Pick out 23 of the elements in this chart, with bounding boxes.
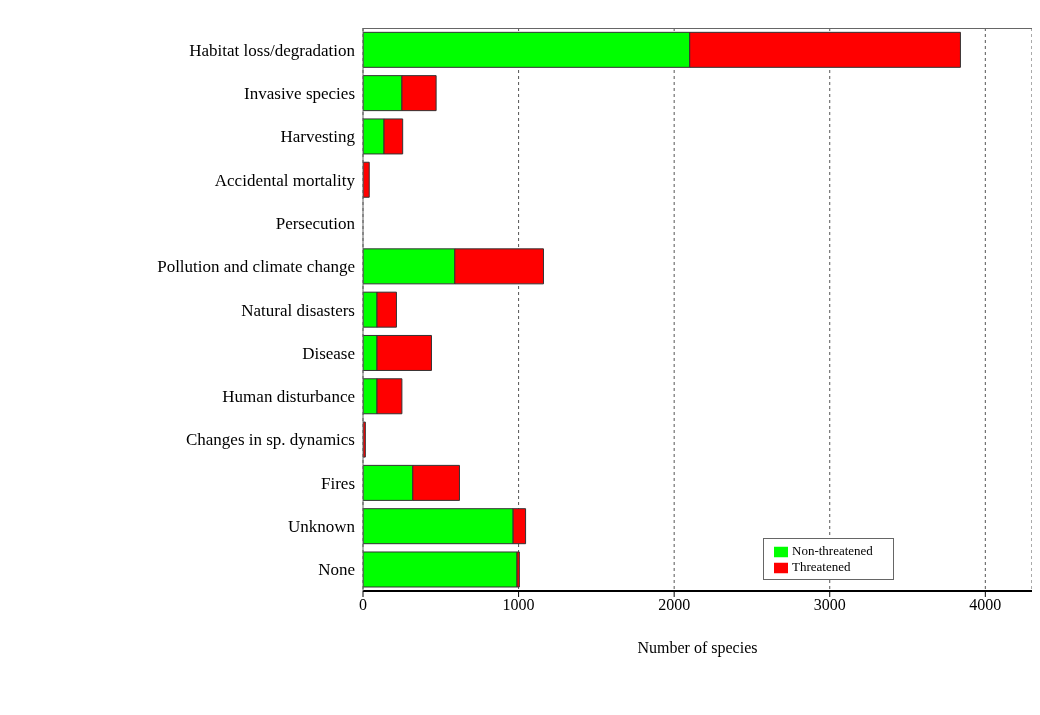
y-tick-label: Unknown bbox=[287, 517, 356, 537]
y-tick-label: Natural disasters bbox=[241, 300, 355, 320]
x-tick-label: 1000 bbox=[502, 596, 535, 614]
y-tick-label: Disease bbox=[302, 343, 355, 363]
y-tick-label: Pollution and climate change bbox=[157, 257, 355, 277]
y-tick-label: Persecution bbox=[275, 213, 356, 233]
x-tick-label: 4000 bbox=[969, 596, 1002, 614]
x-tick-label: 2000 bbox=[658, 596, 691, 614]
y-tick-label: Changes in sp. dynamics bbox=[185, 430, 355, 450]
legend-label: Non-threatened bbox=[792, 543, 873, 558]
x-tick-label: 0 bbox=[359, 596, 367, 614]
y-tick-label: Invasive species bbox=[244, 83, 355, 103]
bar bbox=[363, 551, 518, 588]
y-tick-label: Fires bbox=[321, 473, 355, 493]
bar bbox=[363, 161, 370, 198]
y-tick-label: Human disturbance bbox=[222, 387, 355, 407]
y-tick-label: None bbox=[318, 560, 355, 580]
y-tick-label: Habitat loss/degradation bbox=[189, 40, 356, 60]
legend-label: Threatened bbox=[792, 559, 851, 575]
y-tick-label: Accidental mortality bbox=[214, 170, 356, 190]
x-axis-title: Number of species bbox=[637, 638, 758, 657]
y-tick-label: Harvesting bbox=[280, 127, 356, 147]
x-tick-label: 3000 bbox=[813, 596, 846, 614]
